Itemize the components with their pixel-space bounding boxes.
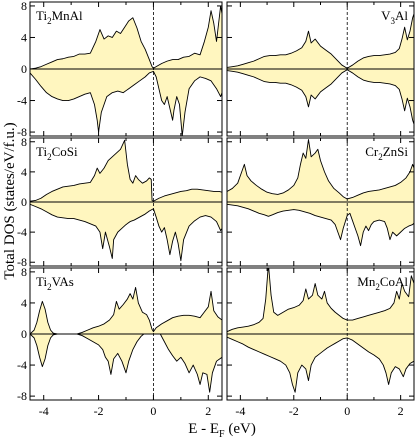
dos-line-spin-up-ti2cosi — [30, 139, 222, 202]
y-tick-label: 8 — [21, 135, 27, 149]
dos-area-spin-up-ti2vas — [30, 287, 222, 334]
dos-line-spin-down-ti2cosi — [30, 203, 222, 262]
x-tick-label: -2 — [289, 404, 299, 418]
dos-line-spin-up-v3al — [227, 13, 414, 69]
y-tick-label: -4 — [17, 94, 27, 108]
x-axis-title-sub: F — [219, 429, 225, 440]
y-tick-label: 4 — [21, 296, 27, 310]
label-text: Ti — [36, 144, 47, 159]
dos-area-spin-up-ti2mnal — [30, 5, 222, 70]
dos-line-spin-up-ti2vas — [30, 286, 222, 335]
label-subscript: 2 — [47, 152, 52, 162]
dos-area-spin-down-ti2mnal — [30, 69, 222, 136]
dos-line-spin-up-mn2coal — [227, 268, 414, 333]
label-text: ZnSi — [383, 144, 409, 159]
label-text: VAs — [52, 274, 74, 289]
y-tick-label: 4 — [21, 30, 27, 44]
label-text: CoAl — [380, 274, 409, 289]
x-axis-title-unit: (eV) — [225, 421, 256, 437]
dos-area-spin-up-ti2cosi — [30, 140, 222, 202]
label-text: V — [381, 8, 391, 23]
x-tick-label: 2 — [398, 404, 404, 418]
dos-area-spin-down-cr2znsi — [227, 202, 414, 246]
label-subscript: 2 — [47, 16, 52, 26]
label-text: Al — [395, 8, 408, 23]
dos-line-spin-down-ti2mnal — [30, 70, 222, 136]
x-tick-label: -4 — [235, 404, 245, 418]
y-tick-label: 0 — [21, 62, 27, 76]
y-tick-label: -4 — [17, 358, 27, 372]
label-text: Ti — [36, 8, 47, 23]
panel-label-v3al: V3Al — [381, 8, 408, 26]
y-tick-label: 4 — [21, 165, 27, 179]
panel-label-ti2mnal: Ti2MnAl — [36, 8, 83, 26]
dos-line-spin-down-cr2znsi — [227, 203, 414, 247]
x-tick-label: -4 — [39, 404, 49, 418]
label-subscript: 2 — [378, 152, 383, 162]
y-axis-title: Total DOS (states/eV/f.u.) — [2, 122, 18, 279]
label-subscript: 2 — [375, 282, 380, 292]
label-text: Mn — [357, 274, 376, 289]
y-tick-label: -8 — [17, 125, 27, 139]
y-tick-label: -8 — [17, 389, 27, 403]
y-tick-label: -8 — [17, 255, 27, 269]
label-text: CoSi — [52, 144, 78, 159]
dos-line-spin-down-v3al — [227, 69, 414, 125]
label-subscript: 3 — [391, 16, 396, 26]
panel-label-ti2vas: Ti2VAs — [36, 274, 74, 292]
panel-label-cr2znsi: Cr2ZnSi — [365, 144, 408, 162]
label-text: Cr — [365, 144, 379, 159]
label-subscript: 2 — [47, 282, 52, 292]
dos-line-spin-down-ti2vas — [30, 333, 222, 393]
x-axis-title: E - EF (eV) — [188, 421, 256, 440]
label-text: Ti — [36, 274, 47, 289]
dos-line-spin-down-mn2coal — [227, 336, 414, 393]
dos-area-spin-down-ti2cosi — [30, 202, 222, 261]
x-tick-label: -2 — [94, 404, 104, 418]
x-tick-label: 0 — [150, 404, 156, 418]
x-axis-title-main: E - E — [188, 421, 219, 437]
x-tick-label: 2 — [205, 404, 211, 418]
y-tick-label: 8 — [21, 265, 27, 279]
x-tick-label: 0 — [344, 404, 350, 418]
y-tick-label: 8 — [21, 0, 27, 13]
y-tick-label: 0 — [21, 195, 27, 209]
dos-area-spin-up-mn2coal — [227, 268, 414, 334]
dos-area-spin-down-ti2vas — [30, 334, 222, 393]
dos-line-spin-up-ti2mnal — [30, 5, 222, 70]
y-tick-label: 0 — [21, 327, 27, 341]
panel-label-ti2cosi: Ti2CoSi — [36, 144, 78, 162]
dos-line-spin-up-cr2znsi — [227, 139, 414, 200]
label-text: MnAl — [52, 8, 83, 23]
panel-label-mn2coal: Mn2CoAl — [357, 274, 408, 292]
dos-area-spin-up-cr2znsi — [227, 139, 414, 202]
dos-area-spin-down-mn2coal — [227, 334, 414, 393]
y-tick-label: -4 — [17, 225, 27, 239]
